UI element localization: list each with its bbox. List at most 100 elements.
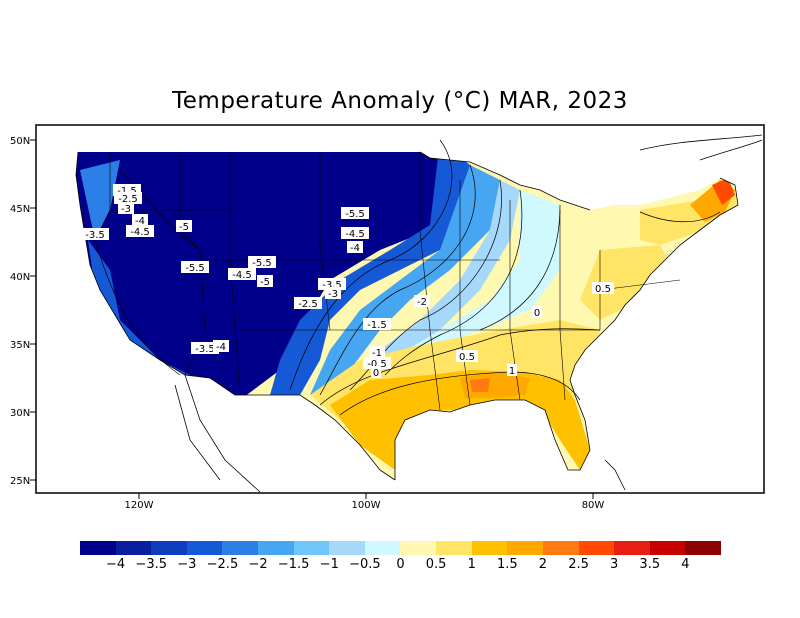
contour-label: -3: [121, 204, 131, 215]
coastlines: [75, 134, 763, 493]
contour-label: -4: [135, 216, 145, 227]
contour-label-bg: [414, 295, 430, 307]
colorbar-swatch: [649, 541, 686, 555]
colorbar-tick-label: 4: [681, 557, 690, 572]
colorbar-swatch: [329, 541, 365, 555]
colorbar-tick-label: −1.5: [277, 557, 310, 572]
longitude-axis: 120W 100W 80W: [125, 493, 605, 511]
contour-label-bg: [507, 364, 517, 376]
contour-label: -1: [372, 348, 382, 359]
contour-label: -3.5: [195, 344, 215, 355]
contour-label-bg: [181, 261, 209, 273]
colorbar-swatch: [400, 541, 437, 555]
contour-label-bg: [132, 214, 148, 226]
contour-label: -0.5: [367, 359, 387, 370]
contour-label-bg: [114, 192, 142, 204]
lat-label-50n: 50N: [10, 136, 30, 147]
map-frame: [35, 124, 765, 494]
contour-label: -5: [179, 222, 189, 233]
colorbar-swatch: [364, 541, 401, 555]
contour-label-bg: [294, 297, 322, 309]
contour-label: -5.5: [185, 263, 205, 274]
lat-label-30n: 30N: [10, 408, 30, 419]
colorbar-tick-label: 1.5: [496, 557, 518, 572]
colorbar-tick-label: −4: [106, 557, 126, 572]
contour-label: 0.5: [459, 352, 475, 363]
contour-label: -3: [328, 289, 338, 300]
contour-label: -4.5: [345, 229, 365, 240]
lat-label-35n: 35N: [10, 340, 30, 351]
colorbar-tick-label: −2.5: [206, 557, 239, 572]
colorbar-tick-label: −3: [177, 557, 197, 572]
contour-label-bg: [257, 275, 273, 287]
contour-label: -4.5: [130, 227, 150, 238]
lon-label-80w: 80W: [582, 500, 605, 511]
contour-label-bg: [369, 346, 385, 358]
contour-label-bg: [456, 350, 478, 362]
colorbar-swatch: [685, 541, 721, 555]
contour-label-bg: [363, 318, 391, 330]
contour-label: -1.5: [117, 186, 137, 197]
lon-label-120w: 120W: [125, 500, 154, 511]
colorbar-swatch: [578, 541, 615, 555]
colorbar-swatch: [293, 541, 330, 555]
contour-label-bg: [325, 287, 341, 299]
lat-label-40n: 40N: [10, 272, 30, 283]
contour-label-bg: [191, 342, 219, 354]
colorbar-tick-label: 0: [396, 557, 405, 572]
lon-label-100w: 100W: [352, 500, 381, 511]
contour-label-bg: [363, 357, 391, 369]
colorbar-labels: −4 −3.5 −3 −2.5 −2 −1.5 −1 −0.5 0 0.5 1 1.5 2 2.5 3 3.5…: [0, 557, 800, 573]
contour-label-bg: [176, 220, 192, 232]
lat-label-45n: 45N: [10, 204, 30, 215]
contour-label: -2.5: [118, 194, 138, 205]
colorbar-tick-label: −2: [248, 557, 268, 572]
colorbar-tick-label: −0.5: [349, 557, 381, 572]
colorbar-tick-label: −1: [319, 557, 339, 572]
contour-labels: -1.5-2.5-3-4-4.5-3.5-5-5.5-4.5-5.5-5-5.5…: [81, 184, 614, 379]
colorbar-tick-label: 2: [538, 557, 548, 572]
colorbar-swatch: [507, 541, 543, 555]
colorbar-tick-label: 3: [610, 557, 619, 572]
colorbar-swatch: [614, 541, 650, 555]
colorbar-swatch: [471, 541, 508, 555]
colorbar-tick-label: 0.5: [425, 557, 447, 572]
latitude-axis: 50N 45N 40N 35N 30N 25N: [10, 136, 36, 487]
colorbar-swatch: [80, 541, 116, 555]
contour-label-bg: [592, 282, 614, 294]
colorbar-tick-label: 1: [467, 557, 476, 572]
contour-label: -3.5: [322, 280, 342, 291]
contour-label-bg: [347, 241, 363, 253]
contour-label: -1.5: [367, 320, 387, 331]
colorbar-swatch: [436, 541, 472, 555]
contour-label-bg: [532, 306, 542, 318]
contour-label: -4: [216, 342, 226, 353]
colorbar-tick-label: −3.5: [135, 557, 168, 572]
contour-label: 0: [373, 368, 379, 379]
colorbar-swatch: [258, 541, 294, 555]
contour-label: -2.5: [298, 299, 318, 310]
contour-label: 0.5: [595, 284, 611, 295]
contour-label-bg: [228, 268, 256, 280]
contour-label: -2: [417, 297, 427, 308]
contour-label-bg: [341, 227, 369, 239]
colorbar-swatch: [222, 541, 259, 555]
contour-label-bg: [213, 340, 229, 352]
colorbar-swatch: [186, 541, 223, 555]
lat-label-25n: 25N: [10, 476, 30, 487]
contour-label: -5.5: [252, 258, 272, 269]
colorbar-tick-label: 3.5: [639, 557, 661, 572]
contour-label: -3.5: [85, 230, 105, 241]
map-title: Temperature Anomaly (°C) MAR, 2023: [172, 88, 628, 114]
contour-label: -4: [350, 243, 360, 254]
colorbar-swatch: [542, 541, 579, 555]
colorbar: [80, 541, 721, 555]
contour-label: -5: [260, 277, 270, 288]
contour-label-bg: [81, 228, 109, 240]
contour-label-bg: [248, 256, 276, 268]
colorbar-swatch: [115, 541, 152, 555]
contour-label: 1: [509, 366, 515, 377]
contour-label-bg: [341, 207, 369, 219]
contour-label: -5.5: [345, 209, 365, 220]
